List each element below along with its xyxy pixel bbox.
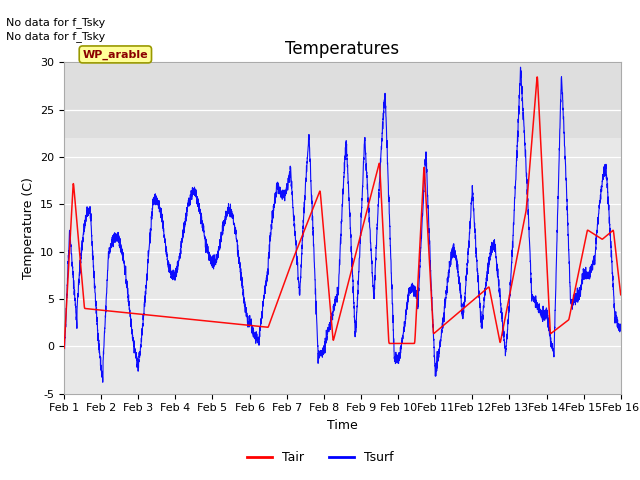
Title: Temperatures: Temperatures: [285, 40, 399, 58]
Bar: [64, 62, 621, 138]
Text: No data for f_Tsky: No data for f_Tsky: [6, 17, 106, 28]
Text: WP_arable: WP_arable: [83, 49, 148, 60]
Y-axis label: Temperature (C): Temperature (C): [22, 177, 35, 279]
Text: No data for f_Tsky: No data for f_Tsky: [6, 31, 106, 42]
Legend: Tair, Tsurf: Tair, Tsurf: [242, 446, 398, 469]
X-axis label: Time: Time: [327, 419, 358, 432]
